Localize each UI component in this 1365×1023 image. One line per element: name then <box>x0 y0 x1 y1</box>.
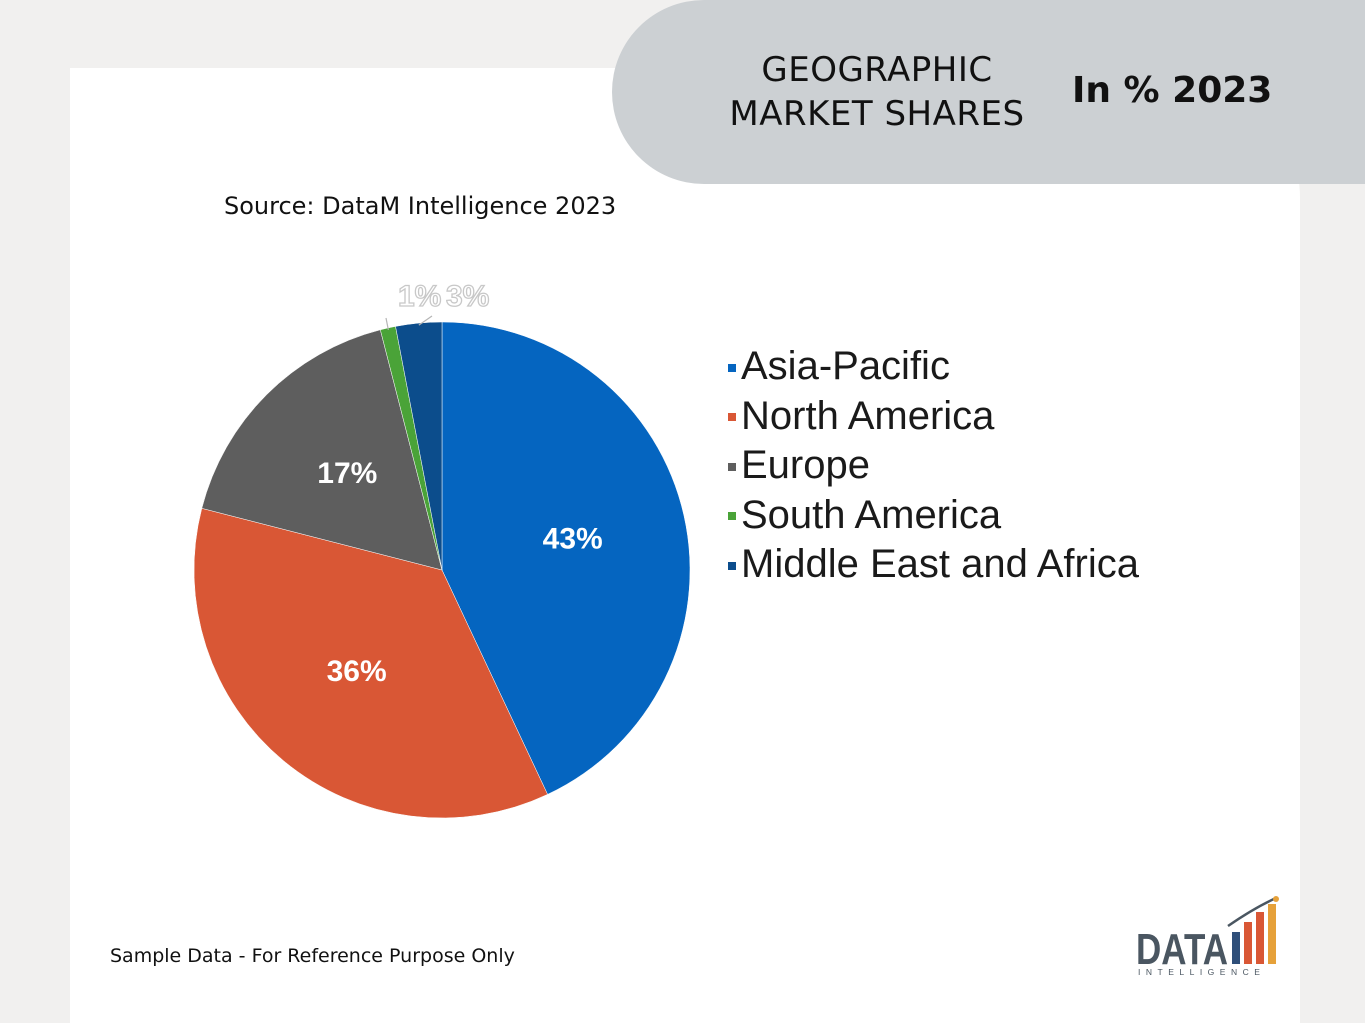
legend-label: Europe <box>741 443 870 487</box>
data-label-south-america: 1% <box>398 280 441 313</box>
chart-legend: Asia-Pacific North America Europe South Ame… <box>728 342 1139 590</box>
legend-swatch <box>728 413 736 422</box>
data-label-north-america: 36% <box>327 655 387 688</box>
logo-bar <box>1268 904 1276 964</box>
data-label-europe: 17% <box>317 457 377 490</box>
legend-swatch <box>728 561 736 570</box>
legend-label: North America <box>741 393 995 438</box>
logo-bar <box>1244 922 1252 964</box>
data-label-middle-east-and-africa: 3% <box>446 280 489 313</box>
legend-swatch <box>728 462 736 471</box>
header-banner <box>612 0 1365 184</box>
pie-slice-middle-east-and-africa <box>395 321 443 571</box>
legend-item-europe: Europe <box>728 441 1139 491</box>
leader-line-south-america <box>385 317 389 331</box>
leader-line-middle-east-and-africa <box>418 315 433 326</box>
header-subtitle: In % 2023 <box>1072 70 1273 111</box>
logo-bar <box>1232 932 1240 964</box>
legend-label: Middle East and Africa <box>741 542 1139 586</box>
legend-item-asia-pacific: Asia-Pacific <box>728 342 1139 392</box>
header-title: GEOGRAPHIC MARKET SHARES <box>729 50 1025 134</box>
legend-label: Asia-Pacific <box>741 344 950 388</box>
logo-dot <box>1273 896 1279 902</box>
logo-bar <box>1256 912 1264 964</box>
legend-label: South America <box>741 492 1002 537</box>
legend-swatch <box>728 363 736 372</box>
pie-slice-asia-pacific <box>441 321 691 795</box>
legend-swatch <box>728 512 736 521</box>
legend-item-south-america: South America <box>728 491 1139 541</box>
data-label-asia-pacific: 43% <box>543 523 603 556</box>
pie-slice-europe <box>201 329 443 571</box>
logo-wordmark: DATA <box>1136 925 1228 974</box>
logo-arrow <box>1227 896 1277 928</box>
pie-slice-north-america <box>193 508 548 819</box>
source-note: Source: DataM Intelligence 2023 <box>224 192 617 220</box>
footer-disclaimer: Sample Data - For Reference Purpose Only <box>110 945 515 967</box>
legend-item-middle-east-and-africa: Middle East and Africa <box>728 540 1139 590</box>
logo-tagline: INTELLIGENCE <box>1138 967 1265 976</box>
legend-item-north-america: North America <box>728 392 1139 442</box>
datam-logo: DATA INTELLIGENCE <box>1136 896 1279 976</box>
